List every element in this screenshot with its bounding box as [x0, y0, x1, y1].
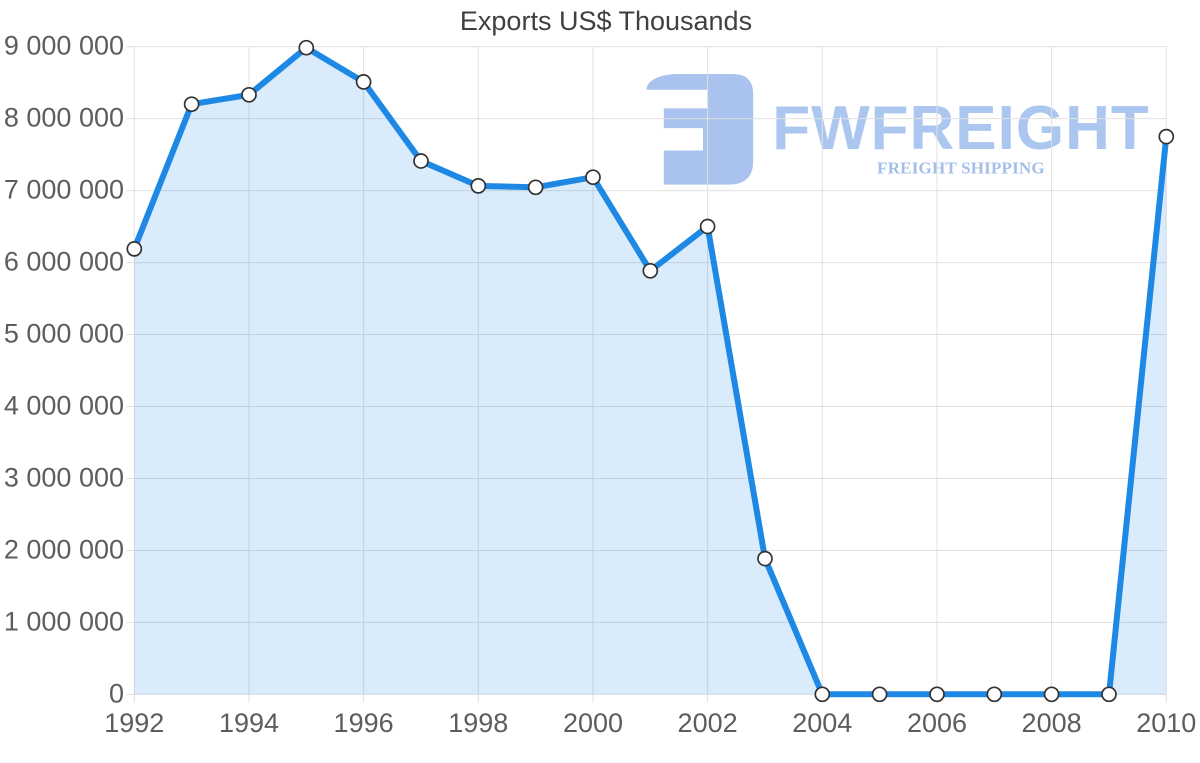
svg-text:1992: 1992: [104, 708, 164, 738]
svg-text:1 000 000: 1 000 000: [4, 606, 124, 636]
svg-text:9 000 000: 9 000 000: [4, 31, 124, 61]
svg-text:2008: 2008: [1022, 708, 1082, 738]
svg-text:4 000 000: 4 000 000: [4, 391, 124, 421]
svg-text:1996: 1996: [334, 708, 394, 738]
svg-text:FREIGHT SHIPPING: FREIGHT SHIPPING: [877, 159, 1045, 178]
svg-text:2006: 2006: [907, 708, 967, 738]
svg-text:6 000 000: 6 000 000: [4, 247, 124, 277]
svg-text:1994: 1994: [219, 708, 279, 738]
svg-text:2000: 2000: [563, 708, 623, 738]
svg-text:8 000 000: 8 000 000: [4, 103, 124, 133]
svg-text:2 000 000: 2 000 000: [4, 535, 124, 565]
svg-text:2004: 2004: [792, 708, 852, 738]
svg-text:3 000 000: 3 000 000: [4, 463, 124, 493]
svg-text:1998: 1998: [448, 708, 508, 738]
svg-text:0: 0: [109, 678, 124, 708]
svg-text:2002: 2002: [678, 708, 738, 738]
svg-text:2010: 2010: [1136, 708, 1196, 738]
svg-text:5 000 000: 5 000 000: [4, 319, 124, 349]
svg-text:FWFREIGHT: FWFREIGHT: [772, 94, 1150, 163]
svg-text:Exports US$ Thousands: Exports US$ Thousands: [460, 6, 752, 36]
svg-text:7 000 000: 7 000 000: [4, 175, 124, 205]
